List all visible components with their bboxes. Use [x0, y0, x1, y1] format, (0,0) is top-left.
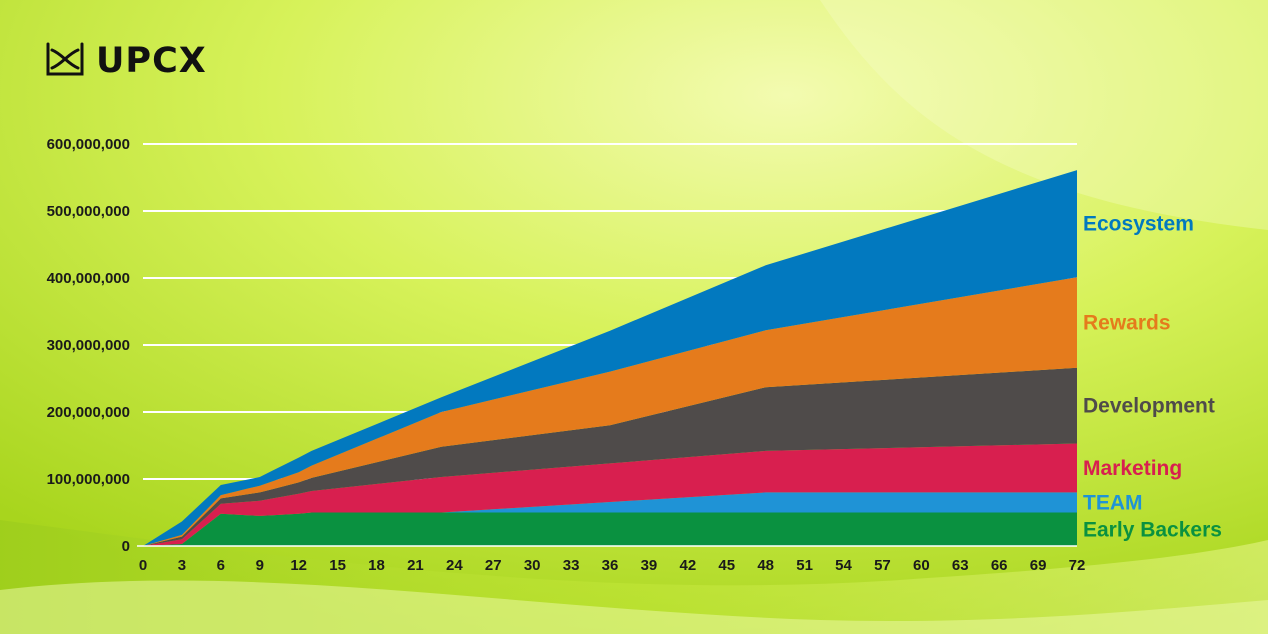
- x-tick-label: 24: [446, 557, 463, 574]
- x-tick-label: 54: [835, 557, 852, 574]
- area-marketing: [143, 443, 1077, 546]
- x-tick-label: 6: [217, 557, 225, 574]
- x-tick-label: 15: [329, 557, 346, 574]
- x-tick-label: 9: [256, 557, 264, 574]
- x-tick-label: 42: [679, 557, 696, 574]
- brand-name: UPCX: [96, 41, 207, 81]
- area-early-backers: [143, 512, 1077, 546]
- area-rewards: [143, 277, 1077, 546]
- y-tick-label: 0: [122, 538, 130, 555]
- y-tick-label: 100,000,000: [47, 471, 130, 488]
- series-label-development: Development: [1083, 395, 1215, 418]
- y-tick-label: 200,000,000: [47, 404, 130, 421]
- x-tick-label: 33: [563, 557, 580, 574]
- area-team: [143, 492, 1077, 546]
- y-tick-label: 600,000,000: [47, 136, 130, 153]
- x-tick-label: 21: [407, 557, 424, 574]
- x-tick-label: 0: [139, 557, 147, 574]
- x-tick-label: 30: [524, 557, 541, 574]
- series-label-team: TEAM: [1083, 491, 1143, 514]
- x-tick-label: 60: [913, 557, 930, 574]
- y-tick-label: 500,000,000: [47, 203, 130, 220]
- x-tick-label: 66: [991, 557, 1008, 574]
- series-label-rewards: Rewards: [1083, 312, 1171, 335]
- x-tick-label: 27: [485, 557, 502, 574]
- x-tick-label: 18: [368, 557, 385, 574]
- y-tick-label: 300,000,000: [47, 337, 130, 354]
- x-tick-label: 12: [290, 557, 307, 574]
- series-label-marketing: Marketing: [1083, 457, 1182, 480]
- area-layer: [143, 170, 1077, 546]
- y-tick-label: 400,000,000: [47, 270, 130, 287]
- series-label-early-backers: Early Backers: [1083, 518, 1222, 541]
- label-layer: Early Backers TEAM Marketing Development Rew…: [1083, 213, 1222, 542]
- area-ecosystem: [143, 170, 1077, 546]
- x-tick-label: 69: [1030, 557, 1047, 574]
- area-development: [143, 367, 1077, 546]
- x-tick-label: 63: [952, 557, 969, 574]
- x-tick-label: 57: [874, 557, 891, 574]
- axis-layer: 0 100,000,000 200,000,000 300,000,000 400,00…: [47, 136, 1086, 574]
- x-tick-label: 48: [757, 557, 774, 574]
- x-tick-label: 72: [1069, 557, 1086, 574]
- brand-logo: UPCX: [44, 40, 207, 83]
- x-tick-label: 36: [602, 557, 619, 574]
- series-label-ecosystem: Ecosystem: [1083, 213, 1194, 236]
- x-tick-label: 51: [796, 557, 813, 574]
- x-tick-label: 39: [641, 557, 658, 574]
- upcx-logo-icon: [44, 40, 86, 83]
- x-tick-label: 3: [178, 557, 186, 574]
- x-tick-label: 45: [718, 557, 735, 574]
